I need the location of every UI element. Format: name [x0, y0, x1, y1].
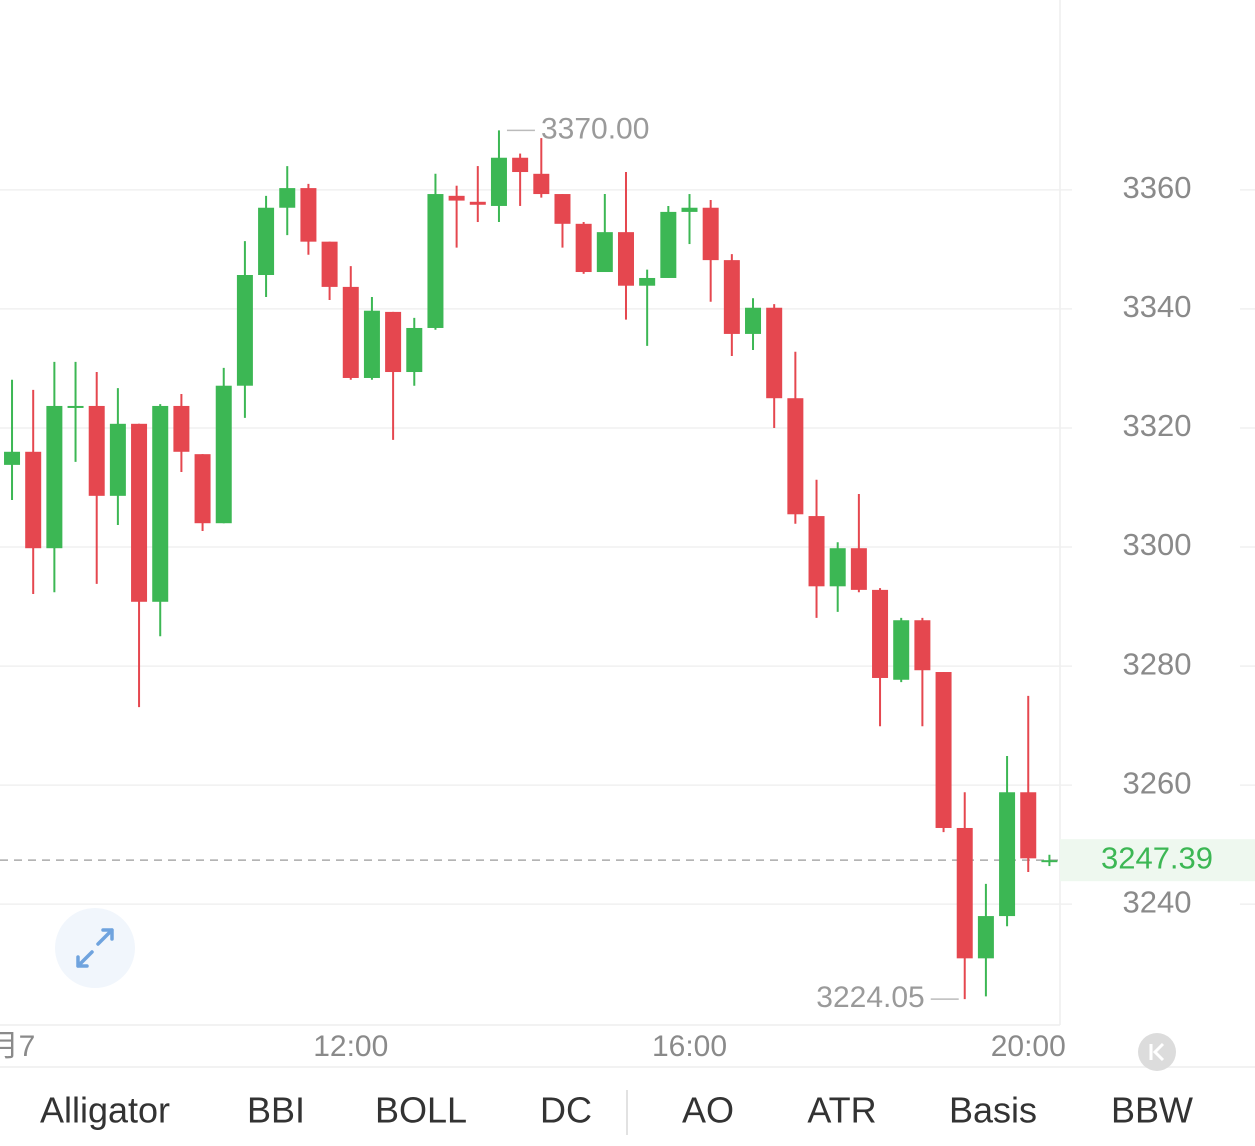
y-tick-label: 3360	[1123, 170, 1192, 205]
candle-body	[1020, 792, 1037, 859]
candle-body	[766, 307, 783, 399]
candle-body	[681, 207, 698, 212]
x-tick-label: 月7	[0, 1030, 35, 1063]
candle-body	[258, 207, 275, 275]
candle-body	[469, 201, 486, 205]
candle-body	[935, 672, 952, 828]
indicator-tab[interactable]: BOLL	[375, 1090, 467, 1131]
candle-body	[279, 188, 296, 208]
candle-body	[4, 451, 21, 465]
candle-body	[406, 327, 423, 373]
candle-body	[131, 423, 148, 602]
expand-button[interactable]	[55, 908, 135, 988]
x-tick-label: 20:00	[991, 1030, 1066, 1063]
candle-body	[215, 385, 232, 524]
candle-body	[596, 232, 613, 273]
min-label: 3224.05	[816, 981, 924, 1014]
indicator-tab[interactable]: BBI	[247, 1090, 305, 1131]
expand-bg	[55, 908, 135, 988]
candle-body	[448, 195, 465, 201]
candle-body	[808, 516, 825, 587]
candle-body	[236, 275, 253, 386]
candle-body	[575, 223, 592, 273]
candle-body	[46, 405, 63, 549]
candle-body	[829, 548, 846, 587]
candle-body	[533, 173, 550, 195]
indicator-tab[interactable]: BBW	[1111, 1090, 1193, 1131]
kline-button[interactable]	[1138, 1033, 1176, 1071]
candle-body	[490, 157, 507, 206]
candle-body	[25, 451, 42, 549]
y-tick-label: 3280	[1123, 646, 1192, 681]
candle-body	[512, 157, 529, 173]
y-tick-label: 3260	[1123, 765, 1192, 800]
candle-body	[723, 260, 740, 334]
y-tick-label: 3300	[1123, 527, 1192, 562]
expand-icon	[76, 928, 114, 968]
candle-body	[321, 241, 338, 287]
candle-body	[660, 211, 677, 278]
candle-body	[427, 194, 444, 328]
candle-body	[850, 548, 867, 590]
y-tick-label: 3240	[1123, 884, 1192, 919]
indicator-tab[interactable]: Alligator	[40, 1090, 170, 1131]
candle-body	[999, 792, 1016, 917]
candle-body	[956, 827, 973, 959]
indicator-tab[interactable]: DC	[540, 1090, 592, 1131]
last-price-box	[1060, 839, 1255, 882]
candle-body	[787, 398, 804, 515]
candle-body	[1041, 860, 1058, 863]
candle-body	[385, 311, 402, 373]
candle-body	[639, 277, 656, 286]
candle-body	[702, 207, 719, 261]
candle-body	[67, 405, 84, 408]
indicator-tab[interactable]: ATR	[807, 1090, 876, 1131]
indicator-tab[interactable]: AO	[682, 1090, 734, 1131]
candle-body	[554, 194, 571, 224]
candle-body	[300, 188, 317, 242]
candle-body	[194, 454, 211, 524]
candle-body	[914, 620, 931, 671]
candle-body	[893, 620, 910, 680]
candle-body	[152, 405, 169, 602]
candle-body	[872, 589, 889, 678]
y-tick-label: 3340	[1123, 289, 1192, 324]
candle-body	[109, 423, 126, 496]
max-label: 3370.00	[541, 112, 649, 145]
candle-body	[173, 405, 190, 452]
candle-body	[342, 286, 359, 378]
x-tick-label: 12:00	[313, 1030, 388, 1063]
y-tick-label: 3320	[1123, 408, 1192, 443]
indicator-tab[interactable]: Basis	[949, 1090, 1037, 1131]
last-price-label: 3247.39	[1101, 840, 1213, 875]
candle-body	[745, 307, 762, 334]
candle-body	[88, 405, 105, 496]
candle-body	[617, 232, 634, 286]
candle-body	[977, 916, 994, 959]
x-tick-label: 16:00	[652, 1030, 727, 1063]
kline-icon	[1149, 1042, 1165, 1062]
candle-body	[363, 310, 380, 378]
